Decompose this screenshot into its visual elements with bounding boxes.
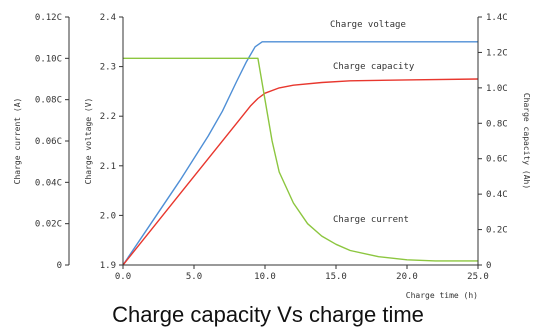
voltage-axis-title: Charge voltage (V) — [84, 98, 93, 185]
x-tick-label: 10.0 — [254, 272, 276, 282]
capacity-axis-title: Charge capacity (Ah) — [522, 93, 531, 189]
current-tick-label: 0.02C — [35, 220, 62, 230]
charge-capacity-line — [122, 78, 479, 266]
charge-current-label: Charge current — [333, 215, 409, 225]
capacity-tick-label: 0 — [486, 261, 491, 271]
x-tick-label: 5.0 — [186, 272, 202, 282]
x-tick-label: 20.0 — [396, 272, 418, 282]
current-tick-label: 0.04C — [35, 178, 62, 188]
capacity-tick-label: 1.4C — [486, 13, 508, 23]
current-tick-label: 0.10C — [35, 54, 62, 64]
x-tick-label: 0.0 — [115, 272, 131, 282]
voltage-tick-label: 2.0 — [100, 211, 116, 221]
voltage-tick-label: 1.9 — [100, 261, 116, 271]
capacity-tick-label: 0.4C — [486, 190, 508, 200]
x-tick-label: 25.0 — [467, 272, 489, 282]
chart: 0 0.02C 0.04C 0.06C 0.08C 0.10C 0.12C 1.9 2.0 2.1… — [13, 13, 531, 300]
charge-current-line — [123, 57, 478, 262]
current-axis-title: Charge current (A) — [13, 98, 22, 185]
x-tick-label: 15.0 — [325, 272, 347, 282]
x-axis-title: Charge time (h) — [406, 291, 478, 300]
chart-caption: Charge capacity Vs charge time — [112, 302, 424, 327]
capacity-tick-label: 1.0C — [486, 84, 508, 94]
voltage-tick-label: 2.2 — [100, 112, 116, 122]
charge-capacity-label: Charge capacity — [333, 62, 415, 72]
voltage-tick-label: 2.1 — [100, 162, 116, 172]
current-tick-label: 0.06C — [35, 137, 62, 147]
capacity-tick-label: 0.8C — [486, 119, 508, 129]
voltage-tick-label: 2.4 — [100, 13, 116, 23]
current-tick-label: 0 — [57, 261, 62, 271]
voltage-tick-label: 2.3 — [100, 63, 116, 73]
capacity-tick-label: 1.2C — [486, 48, 508, 58]
capacity-tick-label: 0.6C — [486, 155, 508, 165]
charge-voltage-line — [122, 41, 478, 266]
charge-voltage-label: Charge voltage — [330, 20, 406, 30]
current-tick-label: 0.08C — [35, 96, 62, 106]
capacity-tick-label: 0.2C — [486, 226, 508, 236]
current-tick-label: 0.12C — [35, 13, 62, 23]
